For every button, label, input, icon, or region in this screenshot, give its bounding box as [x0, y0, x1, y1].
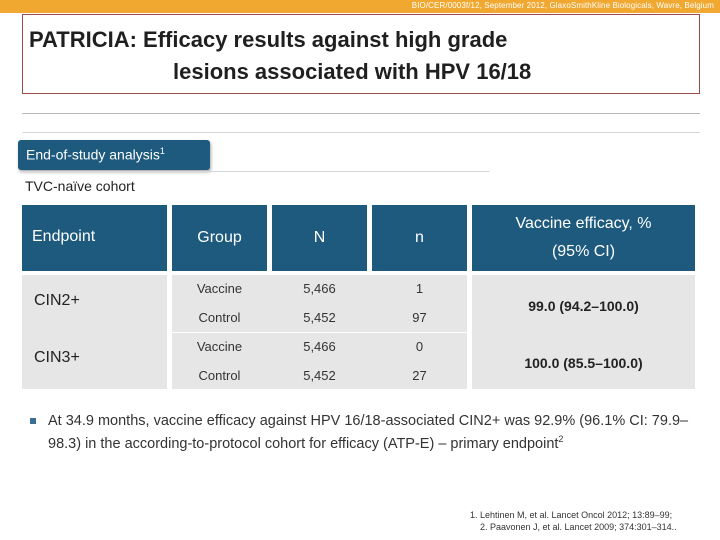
header-endpoint: Endpoint [22, 205, 167, 271]
table-cell-group: Control [198, 368, 241, 383]
references: 1. Lehtinen M, et al. Lancet Oncol 2012;… [470, 509, 677, 533]
note-ref: 2 [558, 434, 564, 444]
table-cell-n-cases: 1 [415, 281, 424, 296]
endpoint-column: CIN2+ CIN3+ [22, 275, 167, 389]
reference-1: 1. Lehtinen M, et al. Lancet Oncol 2012;… [470, 510, 673, 520]
note-body: At 34.9 months, vaccine efficacy against… [48, 413, 689, 452]
divider [22, 132, 700, 133]
table-cell-group: Vaccine [196, 281, 243, 296]
divider [22, 113, 700, 114]
table-body: Vaccine 5,466 1 Control 5,452 97 Vaccine… [172, 275, 467, 389]
header-n-cases: n [372, 205, 467, 271]
header-group: Group [172, 205, 267, 271]
reference-2: 2. Paavonen J, et al. Lancet 2009; 374:3… [480, 522, 677, 532]
efficacy-column: 99.0 (94.2–100.0) 100.0 (85.5–100.0) [472, 275, 695, 389]
header-n-total: N [272, 205, 367, 271]
page-title-line1: PATRICIA: Efficacy results against high … [29, 27, 508, 52]
table-cell-n-total: 5,466 [303, 339, 336, 354]
section-tab-ref: 1 [159, 146, 165, 156]
efficacy-cin2: 99.0 (94.2–100.0) [528, 298, 639, 314]
bullet-icon [30, 418, 36, 424]
divider [20, 171, 490, 172]
note-text: At 34.9 months, vaccine efficacy against… [48, 412, 698, 453]
section-tab: End-of-study analysis1 [18, 140, 210, 170]
row-separator [172, 332, 467, 333]
efficacy-cin3: 100.0 (85.5–100.0) [524, 355, 643, 371]
header-ve-line2: (95% CI) [551, 243, 616, 260]
table-cell-group: Control [198, 310, 241, 325]
page-title-line2: lesions associated with HPV 16/18 [173, 59, 532, 84]
header-vaccine-efficacy: Vaccine efficacy, % (95% CI) [472, 205, 695, 271]
table-cell-group: Vaccine [196, 339, 243, 354]
cohort-label: TVC-naïve cohort [25, 178, 135, 194]
endpoint-cin2: CIN2+ [34, 292, 80, 309]
table-cell-n-cases: 0 [415, 339, 424, 354]
section-tab-label: End-of-study analysis [26, 146, 160, 163]
top-banner: BIO/CER/0003f/12, September 2012, GlaxoS… [0, 0, 720, 13]
table-cell-n-cases: 97 [412, 310, 427, 325]
efficacy-table: Endpoint Group N n Vaccine efficacy, % (… [22, 205, 695, 389]
table-cell-n-total: 5,452 [303, 310, 336, 325]
table-cell-n-total: 5,466 [303, 281, 336, 296]
table-cell-n-total: 5,452 [303, 368, 336, 383]
title-box: PATRICIA: Efficacy results against high … [22, 14, 700, 94]
endpoint-cin3: CIN3+ [34, 349, 80, 366]
source-citation: BIO/CER/0003f/12, September 2012, GlaxoS… [411, 1, 714, 10]
table-cell-n-cases: 27 [412, 368, 427, 383]
header-ve-line1: Vaccine efficacy, % [515, 215, 652, 232]
